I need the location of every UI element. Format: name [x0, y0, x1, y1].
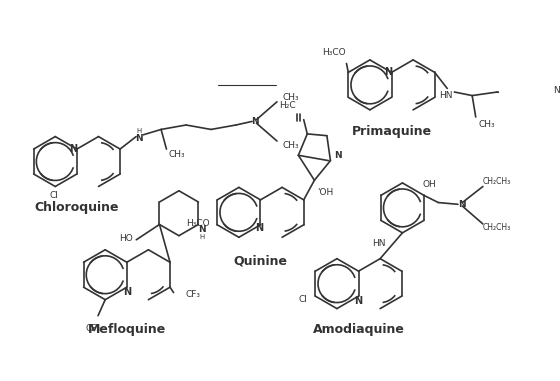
Text: Primaquine: Primaquine [352, 125, 432, 138]
Text: N: N [251, 117, 259, 126]
Text: N: N [458, 200, 465, 209]
Text: HN: HN [438, 91, 452, 100]
Text: H: H [199, 234, 204, 240]
Text: ·: · [155, 221, 159, 235]
Text: N: N [354, 296, 362, 306]
Text: CH₃: CH₃ [283, 93, 300, 102]
Text: CF₃: CF₃ [85, 324, 100, 333]
Text: N: N [384, 67, 392, 77]
Text: CH₂CH₃: CH₂CH₃ [483, 223, 511, 232]
Text: Cl: Cl [49, 191, 58, 200]
Text: H₂C: H₂C [279, 101, 296, 110]
Text: CH₃: CH₃ [478, 120, 494, 129]
Text: Mefloquine: Mefloquine [88, 323, 166, 336]
Text: N: N [123, 287, 131, 297]
Text: N: N [334, 151, 342, 160]
Text: OH: OH [422, 180, 436, 189]
Text: Cl: Cl [298, 295, 307, 304]
Text: Quinine: Quinine [234, 255, 287, 268]
Text: CH₂CH₃: CH₂CH₃ [483, 177, 511, 186]
Text: N: N [135, 134, 143, 143]
Text: N: N [69, 144, 77, 154]
Text: N: N [198, 225, 206, 234]
Text: HO: HO [119, 234, 133, 243]
Text: NH₂: NH₂ [553, 86, 560, 95]
Text: CH₃: CH₃ [283, 141, 300, 150]
Text: H₃CO: H₃CO [186, 219, 209, 227]
Text: N: N [255, 223, 263, 234]
Text: Chloroquine: Chloroquine [35, 202, 119, 215]
Text: H₃CO: H₃CO [322, 48, 346, 57]
Text: CH₃: CH₃ [169, 150, 185, 159]
Text: H: H [136, 128, 142, 134]
Text: HN: HN [372, 240, 385, 248]
Text: CF₃: CF₃ [186, 290, 200, 299]
Text: Amodiaquine: Amodiaquine [312, 323, 404, 336]
Text: 'OH: 'OH [317, 188, 333, 197]
